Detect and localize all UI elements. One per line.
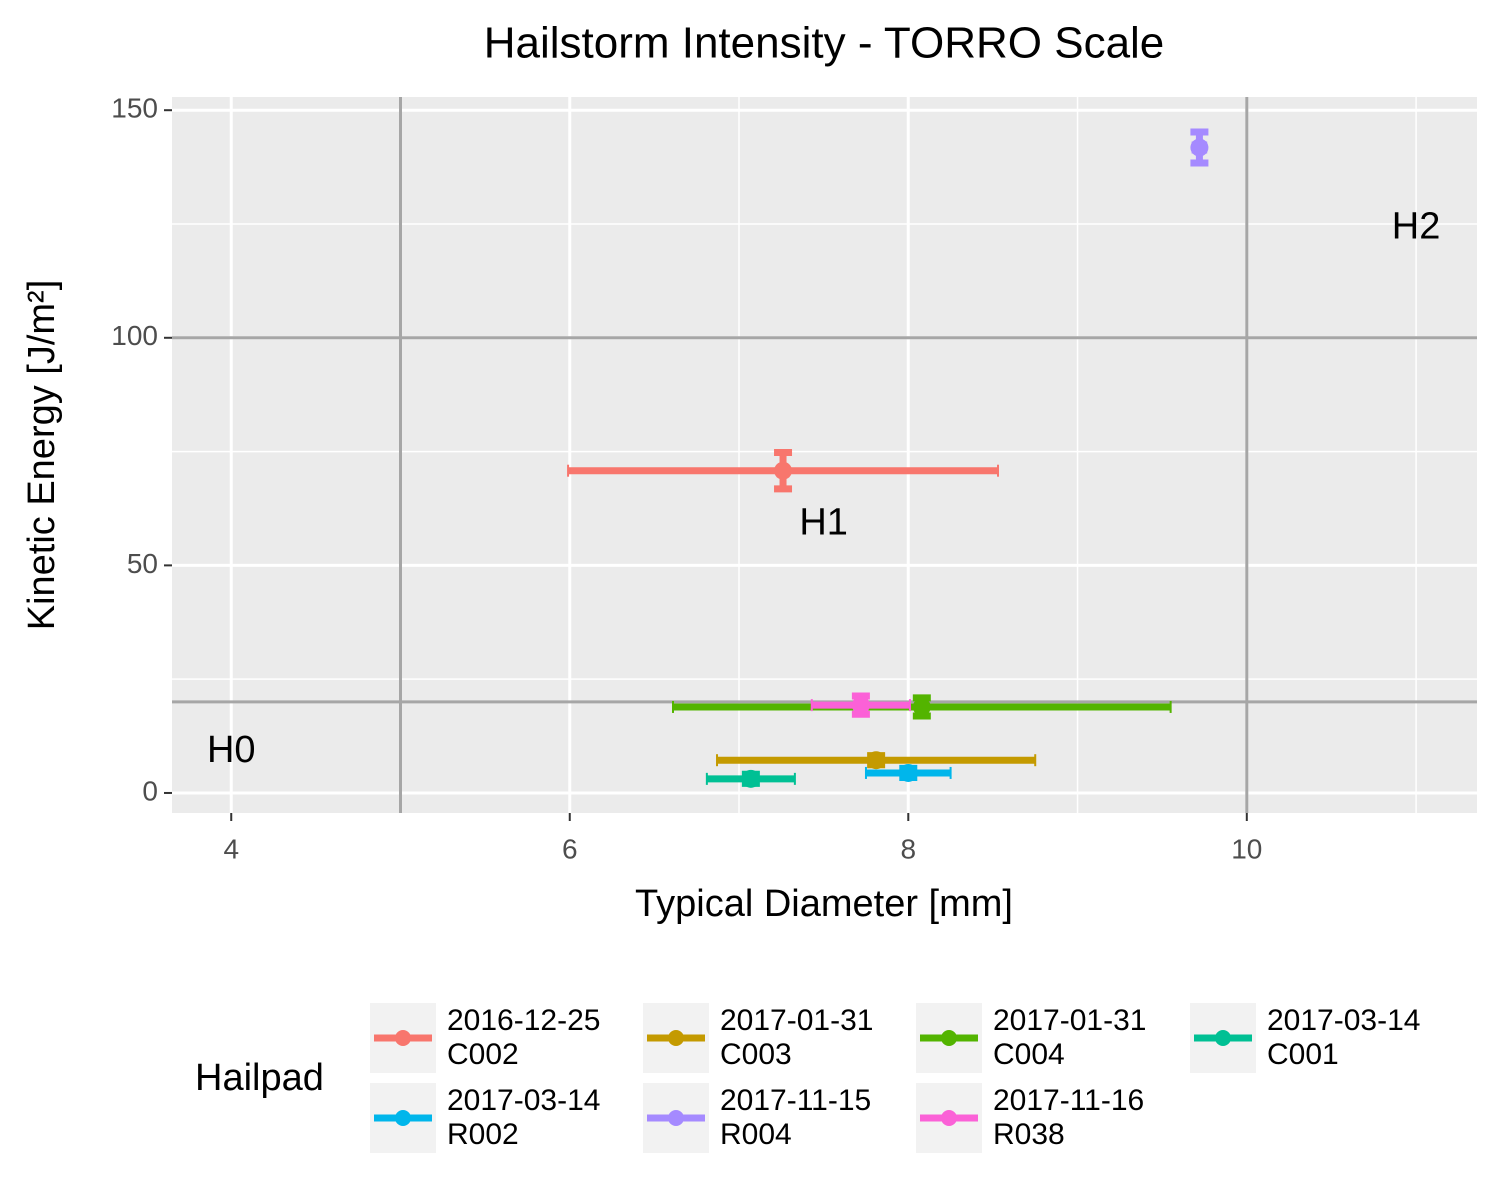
legend-point [395, 1030, 411, 1046]
point [912, 697, 931, 716]
legend-point [668, 1030, 684, 1046]
y-tick-label: 100 [111, 320, 158, 351]
legend-label: 2017-01-31 C003 [720, 1004, 874, 1071]
point [774, 461, 793, 480]
y-tick-label: 0 [142, 775, 158, 806]
annotation: H0 [207, 729, 256, 771]
y-tick-label: 50 [127, 548, 158, 579]
point [851, 696, 870, 715]
legend-label: 2016-12-25 C002 [447, 1004, 601, 1071]
x-axis-title: Typical Diameter [mm] [635, 883, 1013, 925]
legend-point [1215, 1030, 1231, 1046]
legend-point [941, 1030, 957, 1046]
legend-point [941, 1110, 957, 1126]
y-axis-title: Kinetic Energy [J/m²] [21, 280, 63, 631]
y-tick-label: 150 [111, 93, 158, 124]
annotation: H1 [799, 501, 848, 543]
x-tick-label: 8 [900, 833, 916, 864]
chart-title: Hailstorm Intensity - TORRO Scale [484, 19, 1165, 68]
legend-title: Hailpad [195, 1057, 324, 1099]
point [899, 763, 918, 782]
legend-point [395, 1110, 411, 1126]
legend-label: 2017-11-16 R038 [993, 1084, 1145, 1151]
point [867, 751, 886, 770]
point [741, 769, 760, 788]
annotation: H2 [1392, 206, 1441, 248]
legend-point [668, 1110, 684, 1126]
legend-label: 2017-03-14 R002 [447, 1084, 601, 1151]
plot-panel [172, 97, 1477, 813]
point [1190, 138, 1209, 157]
legend-label: 2017-03-14 C001 [1267, 1004, 1421, 1071]
legend-label: 2017-11-15 R004 [720, 1084, 872, 1151]
x-tick-label: 4 [223, 833, 239, 864]
x-tick-label: 10 [1231, 833, 1262, 864]
x-tick-label: 6 [562, 833, 578, 864]
legend-label: 2017-01-31 C004 [993, 1004, 1147, 1071]
